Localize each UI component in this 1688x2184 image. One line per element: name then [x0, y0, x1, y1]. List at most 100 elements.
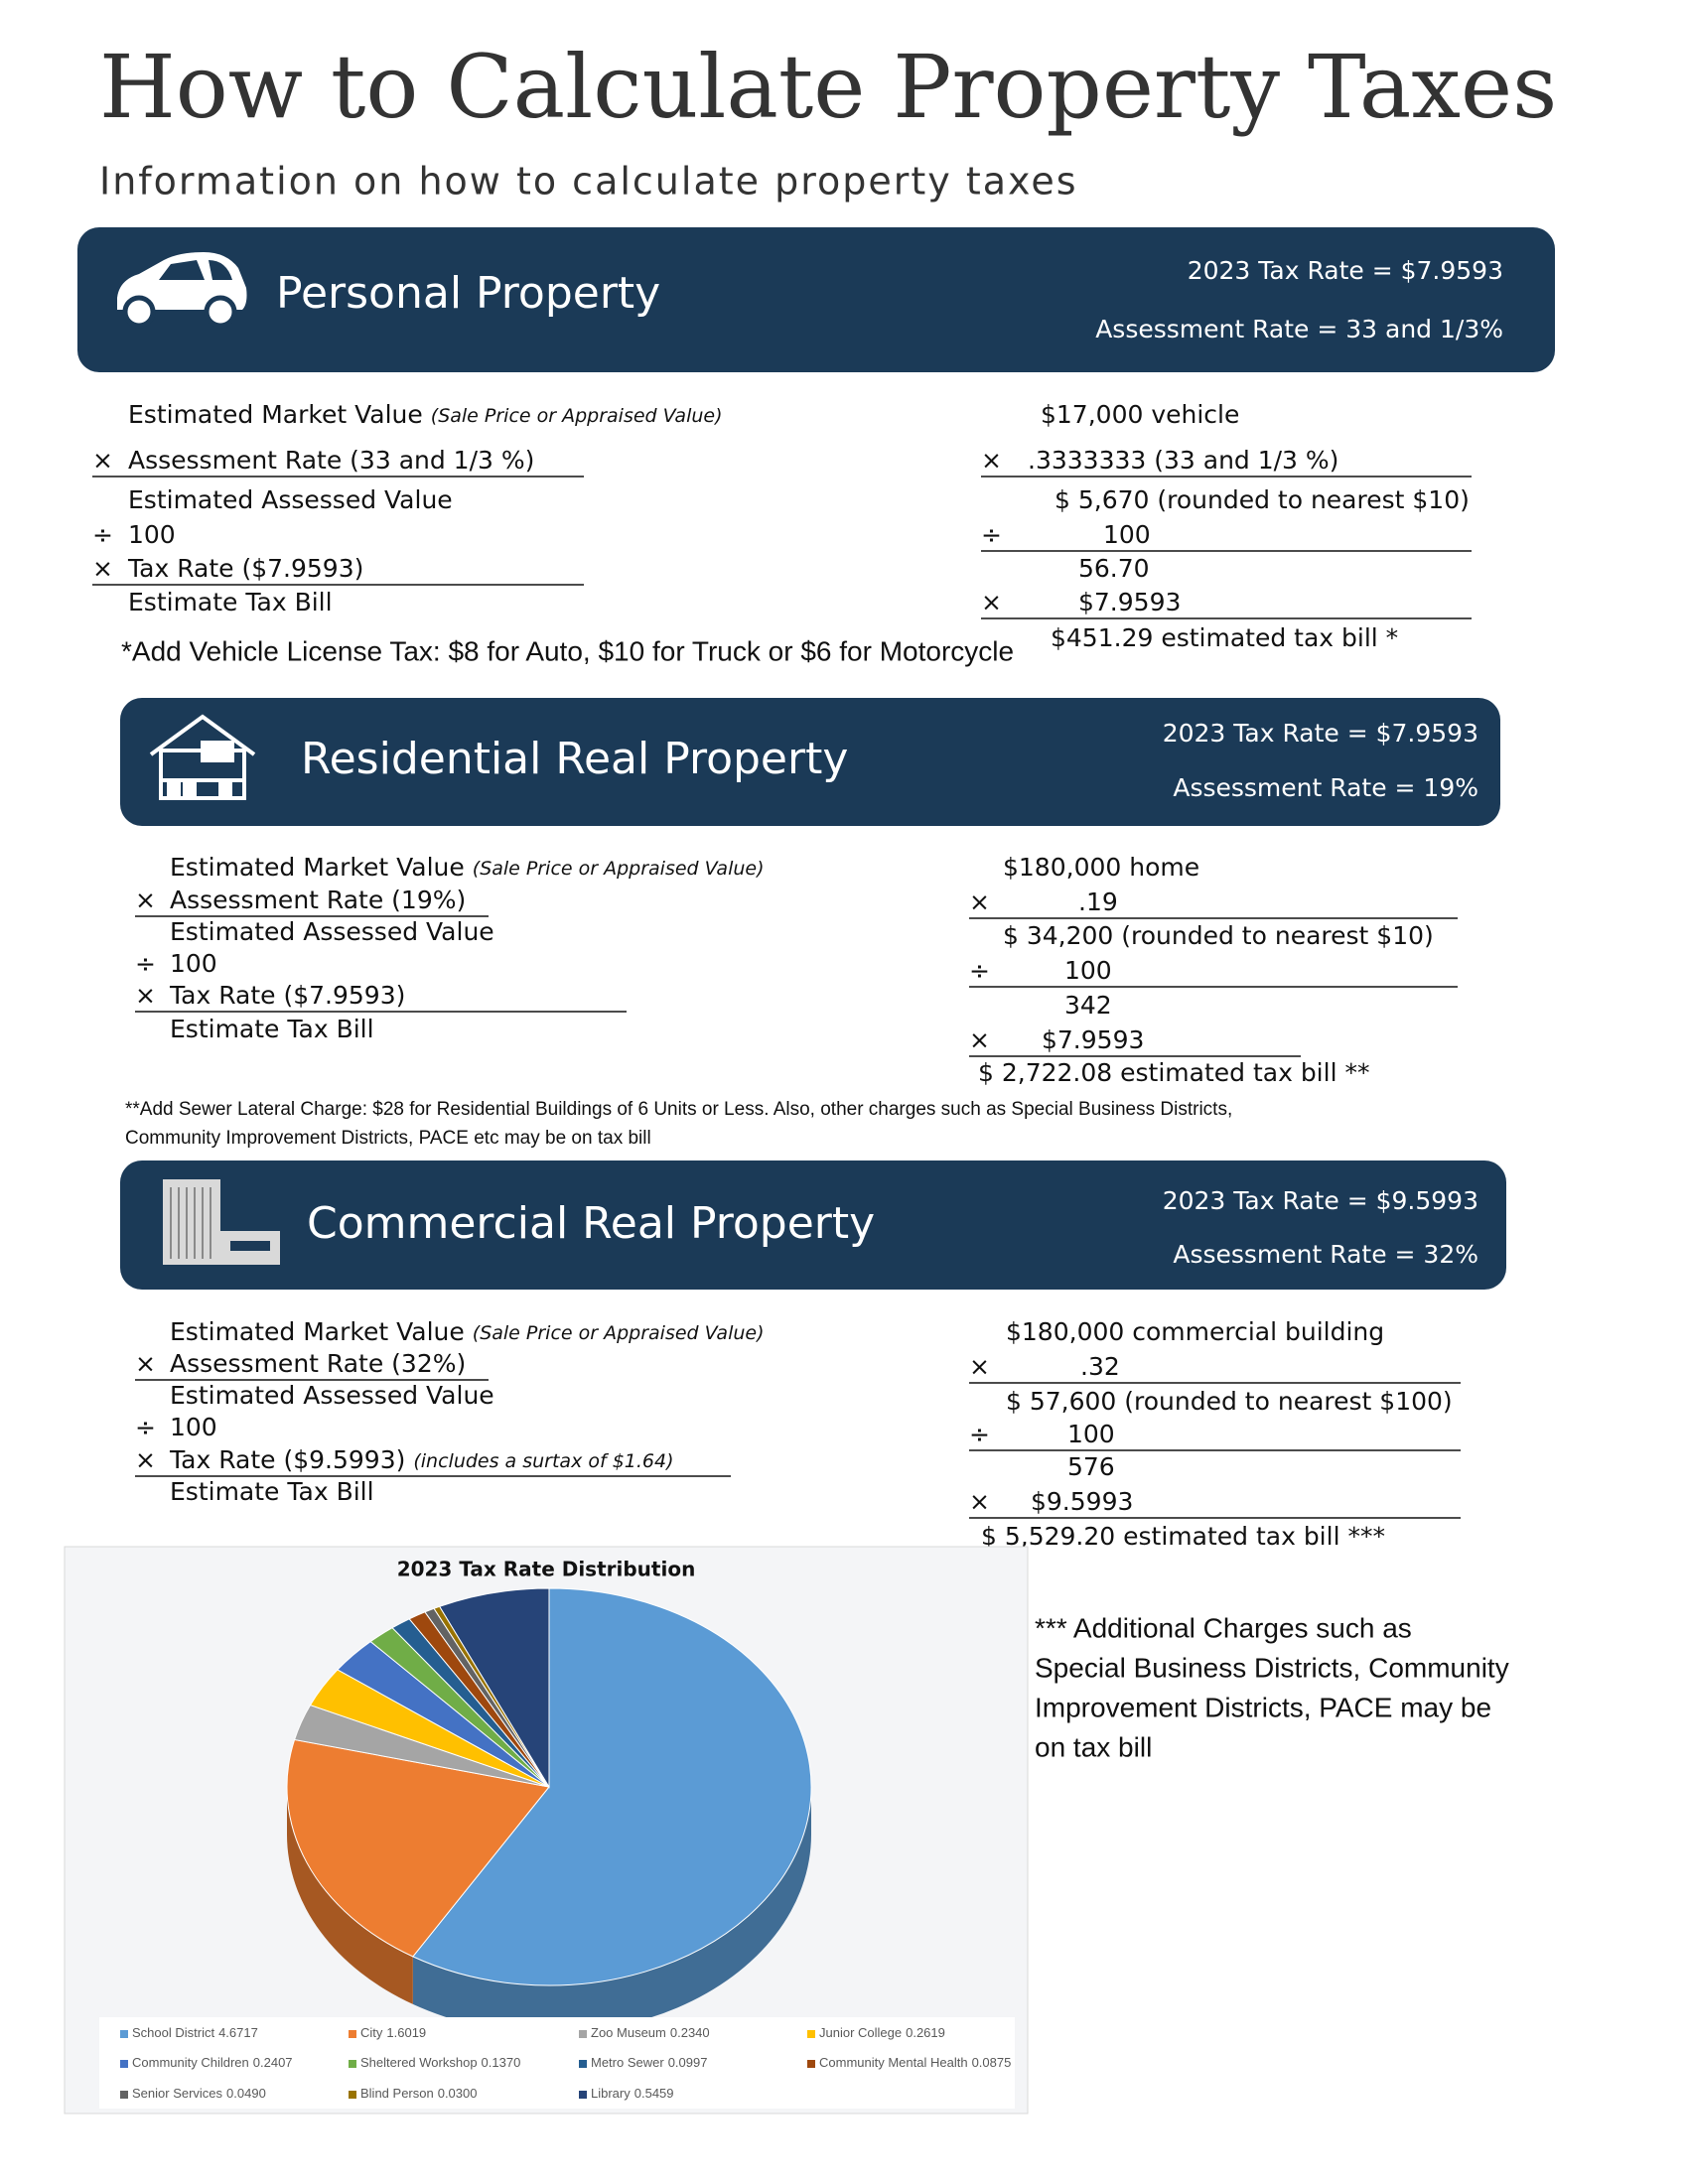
footnote: Community Improvement Districts, PACE et… [125, 1128, 651, 1149]
calc-row: 100 [170, 1413, 217, 1441]
row-text: Assessment Rate (32%) [170, 1349, 466, 1378]
legend-value: 0.0875 [972, 2055, 1012, 2070]
calc-row: Tax Rate ($7.9593) [169, 981, 405, 1010]
calc-row: 100 [1067, 1420, 1115, 1448]
calc-row: 100 [128, 520, 176, 549]
row-text: 100 [1067, 1420, 1115, 1448]
operator: ÷ [135, 949, 156, 978]
operator: ÷ [969, 1420, 990, 1448]
legend-value: 0.2619 [906, 2025, 945, 2040]
operator: × [981, 446, 1002, 475]
calc-row: $180,000 commercial building [1006, 1317, 1384, 1346]
legend-swatch [579, 2060, 587, 2068]
legend-value: 0.1370 [482, 2055, 521, 2070]
row-text: .32 [1080, 1352, 1120, 1381]
row-text: 100 [128, 520, 176, 549]
operator: ÷ [981, 520, 1002, 549]
operator: ÷ [135, 1413, 156, 1441]
row-note: (Sale Price or Appraised Value) [473, 858, 765, 880]
row-text: Estimated Market Value [170, 853, 465, 882]
car-icon [117, 252, 247, 329]
section-title: Residential Real Property [301, 734, 848, 784]
row-text: $ 2,722.08 estimated tax bill ** [978, 1058, 1369, 1087]
row-text: 56.70 [1078, 554, 1150, 583]
section-title: Personal Property [276, 268, 660, 319]
row-text: $ 34,200 (rounded to nearest $10) [1003, 921, 1434, 950]
row-text: .19 [1078, 887, 1118, 916]
row-text: Estimate Tax Bill [128, 588, 333, 616]
row-text: Tax Rate ($7.9593) [169, 981, 405, 1010]
calc-row: $ 34,200 (rounded to nearest $10) [1003, 921, 1434, 950]
operator: × [92, 446, 113, 475]
legend-entry: Community Children 0.2407 [132, 2055, 293, 2070]
calc-row: Assessment Rate (19%) [170, 886, 466, 914]
calc-row: $7.9593 [1078, 588, 1181, 616]
legend-value: 0.0300 [438, 2086, 478, 2101]
legend-box [99, 2017, 1015, 2109]
row-text: $ 5,670 (rounded to nearest $10) [1055, 485, 1470, 514]
operator: × [969, 1352, 990, 1381]
legend-swatch [349, 2060, 356, 2068]
legend-value: 0.0490 [226, 2086, 266, 2101]
building-icon [163, 1179, 280, 1265]
row-text: Estimated Market Value [170, 1317, 465, 1346]
row-text: .3333333 (33 and 1/3 %) [1028, 446, 1338, 475]
legend-entry: Library 0.5459 [591, 2086, 674, 2101]
row-text: 342 [1064, 991, 1112, 1020]
row-note: (Sale Price or Appraised Value) [431, 405, 723, 427]
calc-row: $9.5993 [1031, 1487, 1133, 1516]
section-title: Commercial Real Property [307, 1198, 875, 1249]
row-text: Estimate Tax Bill [170, 1015, 374, 1043]
row-text: $451.29 estimated tax bill * [1051, 623, 1398, 652]
operator: × [969, 887, 990, 916]
calc-row: $17,000 vehicle [1041, 400, 1239, 429]
tax-rate: 2023 Tax Rate = $7.9593 [1163, 719, 1478, 748]
legend-value: 4.6717 [218, 2025, 258, 2040]
page-subtitle: Information on how to calculate property… [99, 160, 1078, 204]
calc-row: Assessment Rate (33 and 1/3 %) [128, 446, 534, 475]
row-text: Estimated Assessed Value [170, 1381, 494, 1410]
calc-row: Estimated Market Value (Sale Price or App… [170, 853, 765, 882]
legend-entry: Sheltered Workshop 0.1370 [360, 2055, 520, 2070]
operator: ÷ [92, 520, 113, 549]
calc-row: Estimated Assessed Value [128, 485, 453, 514]
row-text: 576 [1067, 1452, 1115, 1481]
calc-row: Estimated Market Value (Sale Price or App… [128, 400, 723, 429]
legend-swatch [807, 2030, 815, 2038]
row-text: 100 [1064, 956, 1112, 985]
section-banner [120, 1160, 1506, 1290]
legend-name: Senior Services [132, 2086, 223, 2101]
legend-swatch [349, 2091, 356, 2099]
calc-row: Assessment Rate (32%) [170, 1349, 466, 1378]
calc-row: $451.29 estimated tax bill * [1051, 623, 1398, 652]
legend-name: School District [132, 2025, 214, 2040]
legend-name: Junior College [819, 2025, 902, 2040]
calc-row: $ 5,670 (rounded to nearest $10) [1055, 485, 1470, 514]
calc-row: $ 57,600 (rounded to nearest $100) [1006, 1387, 1453, 1416]
assessment-rate: Assessment Rate = 33 and 1/3% [1095, 315, 1503, 343]
legend-name: Library [591, 2086, 631, 2101]
legend-swatch [579, 2091, 587, 2099]
legend-entry: Junior College 0.2619 [819, 2025, 945, 2040]
calc-row: Estimated Assessed Value [170, 917, 494, 946]
legend-swatch [349, 2030, 356, 2038]
calc-row: $ 2,722.08 estimated tax bill ** [978, 1058, 1369, 1087]
calc-row: Estimate Tax Bill [128, 588, 333, 616]
operator: × [135, 886, 156, 914]
house-icon [149, 714, 256, 800]
row-text: $7.9593 [1042, 1025, 1144, 1054]
calc-row: 100 [1103, 520, 1151, 549]
row-text: Estimated Assessed Value [170, 917, 494, 946]
row-note: (Sale Price or Appraised Value) [473, 1322, 765, 1344]
legend-name: Community Children [132, 2055, 249, 2070]
side-note-line: Special Business Districts, Community [1035, 1652, 1509, 1683]
side-note-line: on tax bill [1035, 1731, 1152, 1762]
row-text: Estimate Tax Bill [170, 1477, 374, 1506]
legend-value: 0.5459 [634, 2086, 674, 2101]
operator: × [135, 981, 156, 1010]
calc-row: .19 [1078, 887, 1118, 916]
row-text: $ 57,600 (rounded to nearest $100) [1006, 1387, 1453, 1416]
legend-value: 0.0997 [668, 2055, 708, 2070]
calc-row: Estimated Assessed Value [170, 1381, 494, 1410]
